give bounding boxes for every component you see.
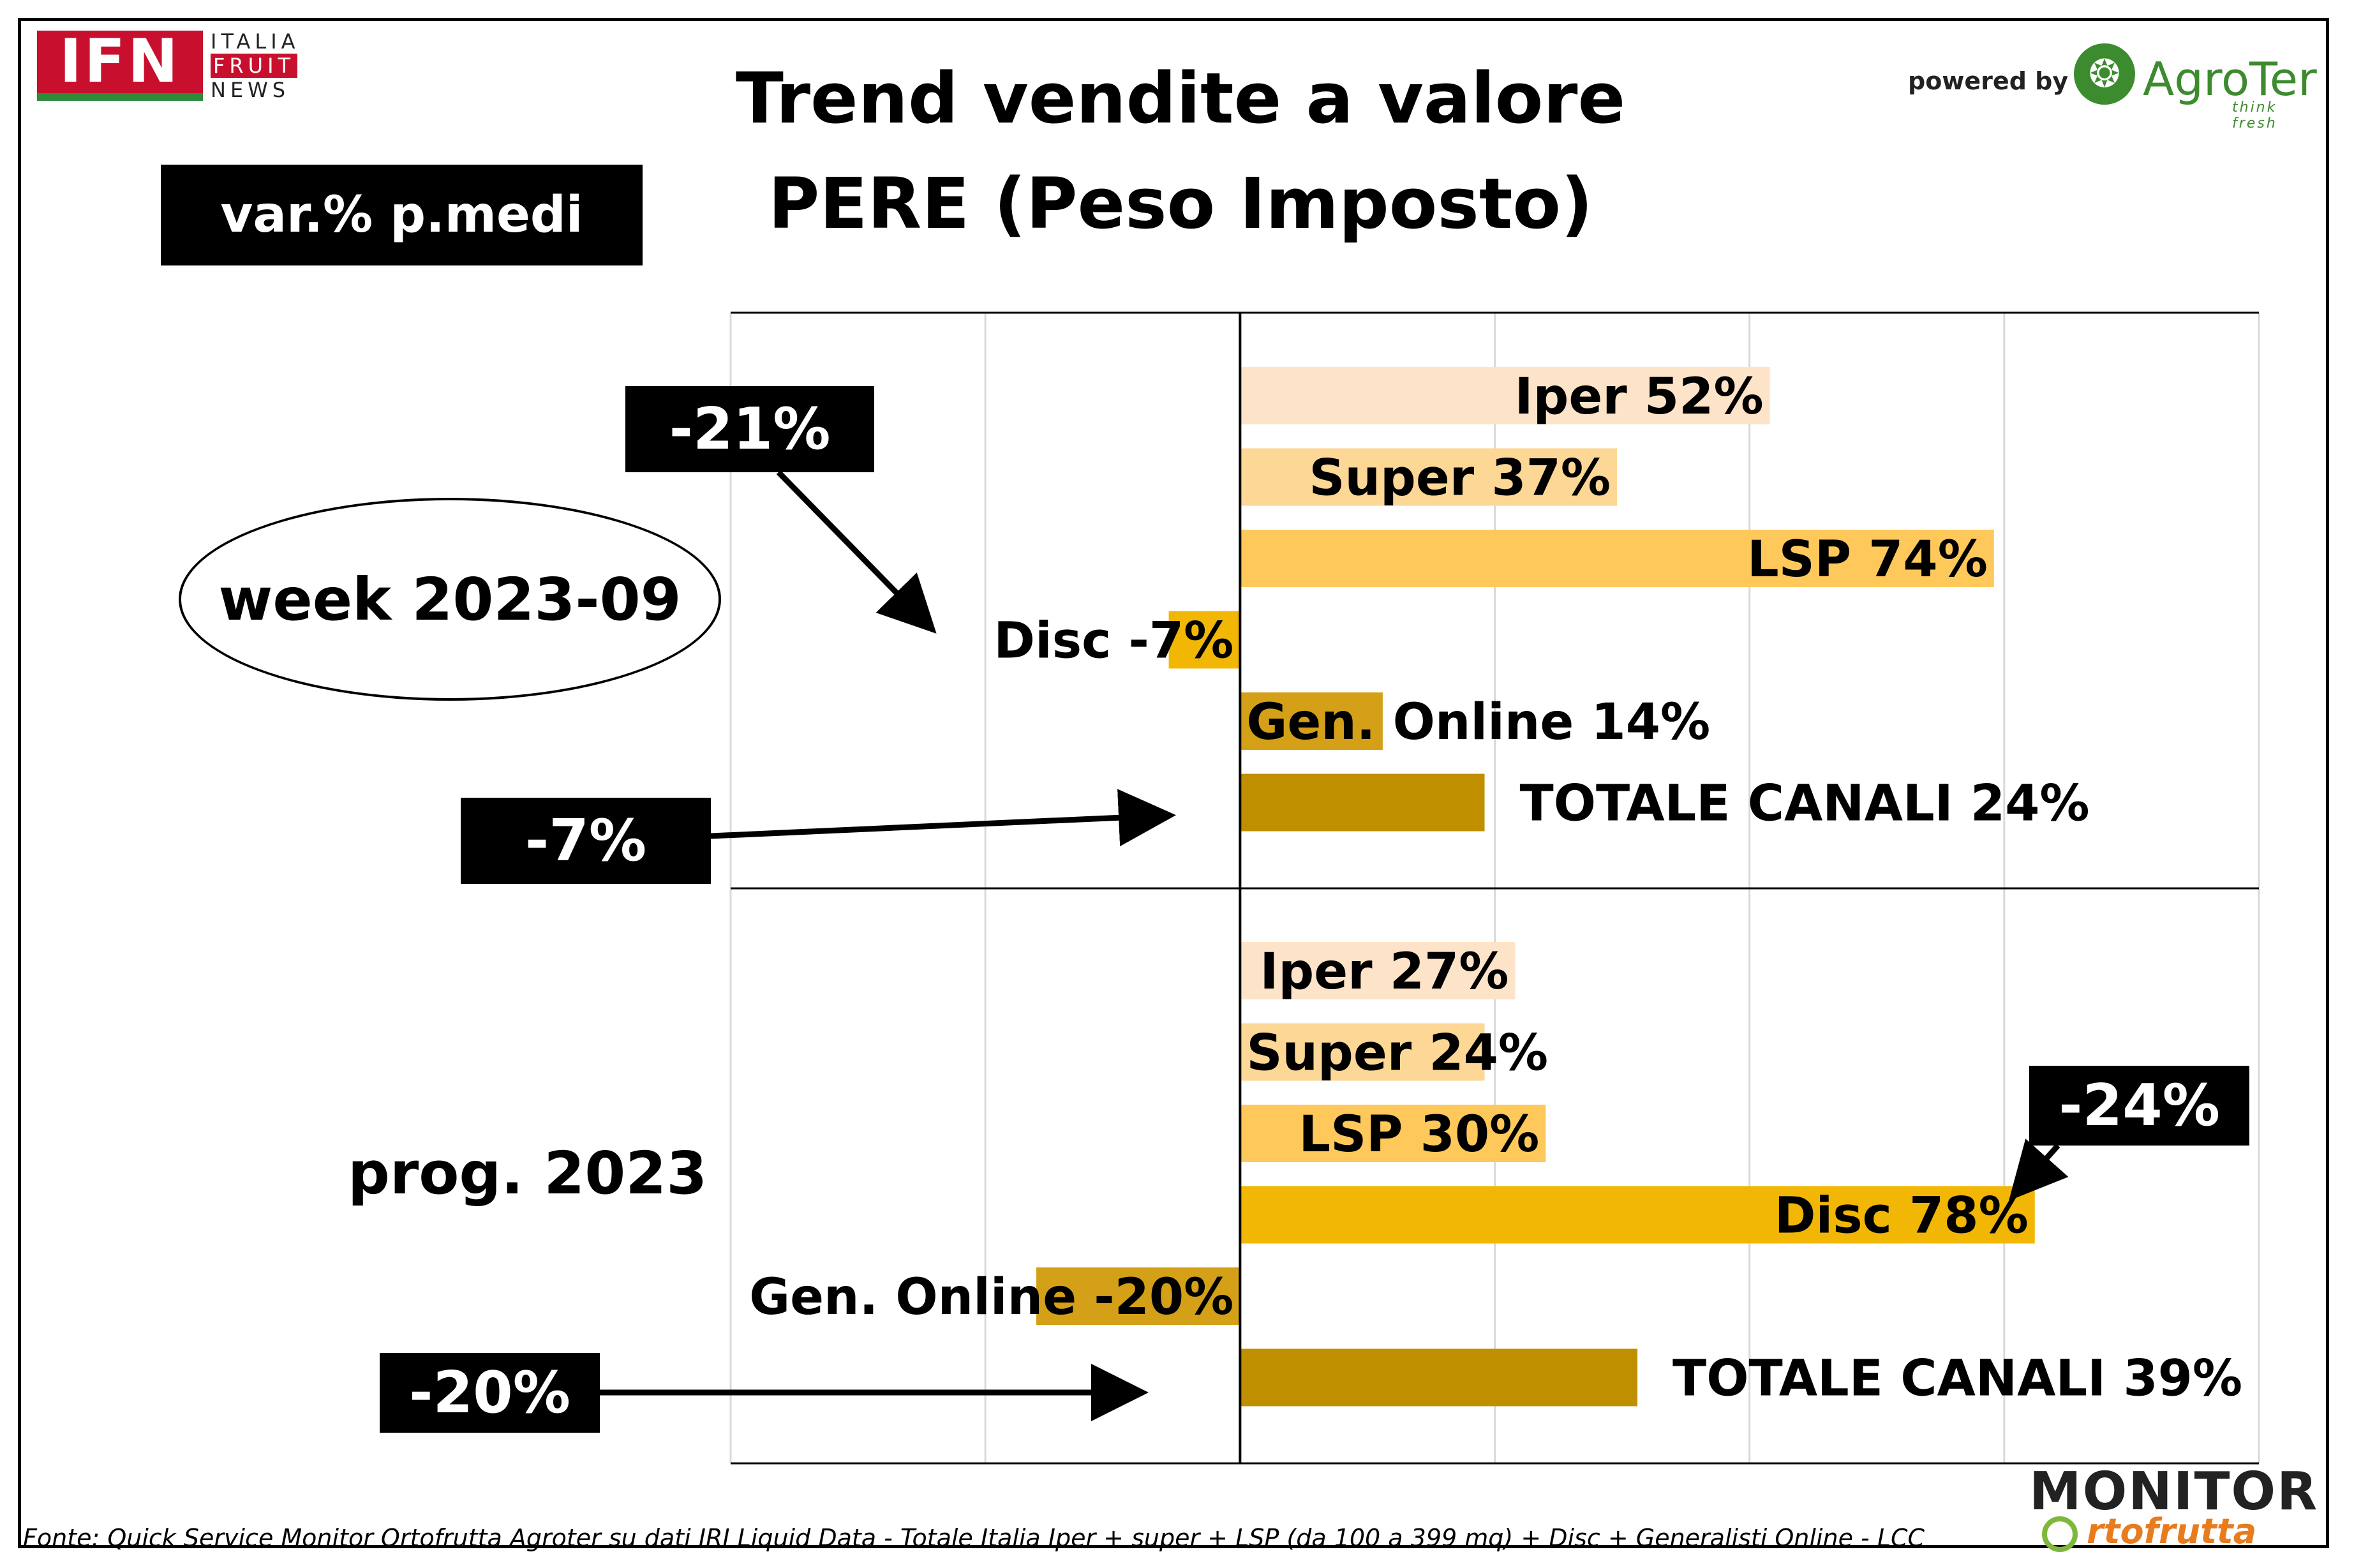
bar-label: LSP 30% [1299, 1106, 1539, 1163]
bar [1240, 448, 1618, 506]
ifn-logo-line1: ITALIA [211, 29, 300, 54]
bar [1240, 1348, 1638, 1407]
bar [1240, 1023, 1485, 1081]
prog-section-label: prog. 2023 [348, 1139, 708, 1207]
callout-arrow [2009, 1139, 2069, 1201]
bar-label: LSP 74% [1747, 531, 1988, 588]
chart-title-line1: Trend vendite a valore [735, 57, 1626, 139]
bar [1240, 942, 1516, 999]
bar-label: Disc 78% [1775, 1188, 2029, 1245]
bar-label: Super 37% [1309, 450, 1611, 507]
tree-icon: ❂ [2074, 43, 2135, 105]
magnifier-icon [2042, 1516, 2078, 1552]
ifn-logo: IFN ITALIA FRUIT NEWS [37, 29, 311, 102]
monitor-ortofrutta-logo: MONITOR rtofrutta [2029, 1461, 2329, 1557]
bar-label: Gen. Online 14% [1246, 694, 1710, 751]
bar-label: Disc -7% [994, 613, 1233, 670]
agroter-logo-tagline: think fresh [2232, 100, 2277, 131]
callout-week-disc: -21% [625, 386, 874, 472]
bar-label: Super 24% [1246, 1025, 1548, 1082]
bar-label: Iper 52% [1515, 368, 1764, 426]
callout-prog-total: -20% [380, 1353, 600, 1433]
agroter-logo-name: AgroTer [2143, 52, 2317, 106]
week-section-label: week 2023-09 [179, 498, 721, 701]
callout-prog-disc: -24% [2029, 1066, 2249, 1146]
bar-label: Gen. Online -20% [749, 1269, 1233, 1326]
callout-week-total: -7% [461, 798, 711, 884]
ifn-logo-line3: NEWS [211, 78, 290, 102]
bar [1240, 1105, 1546, 1162]
monitor-logo-bottom: rtofrutta [2087, 1511, 2257, 1551]
source-note: Fonte: Quick Service Monitor Ortofrutta … [23, 1524, 1925, 1552]
chart-title-line2: PERE (Peso Imposto) [768, 163, 1593, 244]
bar [1240, 692, 1383, 750]
bar [1168, 611, 1240, 669]
week-section-text: week 2023-09 [218, 565, 682, 634]
ifn-logo-mark: IFN [37, 31, 203, 101]
bar [1240, 1186, 2035, 1244]
powered-by-label: powered by [1908, 67, 2069, 95]
bar [1036, 1267, 1240, 1325]
bar-label: TOTALE CANALI 24% [1520, 775, 2090, 833]
agroter-logo: ❂ AgroTer think fresh [2074, 38, 2317, 131]
callout-arrow [776, 470, 937, 634]
monitor-logo-top: MONITOR [2029, 1461, 2319, 1522]
ifn-logo-line2: FRUIT [211, 54, 298, 78]
measure-badge: var.% p.medi [161, 165, 643, 265]
bar [1240, 530, 1994, 587]
bar [1240, 773, 1485, 832]
callout-arrow [710, 789, 1176, 847]
bar-label: TOTALE CANALI 39% [1672, 1350, 2242, 1408]
ifn-logo-text: ITALIA FRUIT NEWS [211, 29, 300, 102]
bar [1240, 367, 1770, 424]
bar-label: Iper 27% [1260, 943, 1508, 1001]
